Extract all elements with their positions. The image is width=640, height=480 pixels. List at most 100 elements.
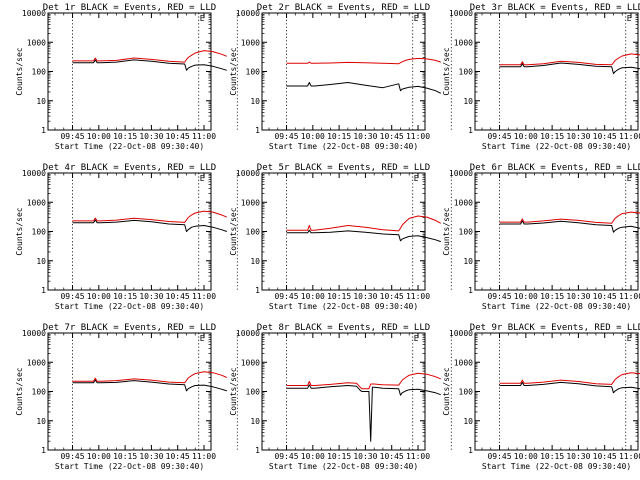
y-tick-label: 1000	[27, 38, 46, 47]
x-axis-label: Start Time (22-Oct-08 09:30:40)	[269, 302, 418, 311]
y-tick-label: 1	[41, 126, 46, 135]
y-tick-label: 1	[41, 446, 46, 455]
y-tick-label: 10000	[236, 9, 260, 18]
x-tick-label: 11:00	[619, 292, 640, 301]
x-tick-label: 10:30	[566, 132, 590, 141]
x-tick-label: 10:30	[353, 132, 377, 141]
lld-series-line	[286, 215, 442, 232]
x-axis-label: Start Time (22-Oct-08 09:30:40)	[55, 462, 204, 471]
lld-series-line	[72, 210, 227, 223]
y-tick-label: 100	[459, 228, 474, 237]
x-tick-label: 10:15	[327, 132, 351, 141]
x-tick-label: 09:45	[60, 292, 84, 301]
x-tick-label: 10:45	[593, 132, 617, 141]
panel-title: Det 1r BLACK = Events, RED = LLD	[43, 3, 216, 13]
event-marker-label: E	[414, 174, 419, 183]
y-tick-label: 100	[32, 228, 47, 237]
events-series-line	[286, 82, 442, 94]
x-axis-label: Start Time (22-Oct-08 09:30:40)	[55, 302, 204, 311]
x-tick-label: 10:30	[353, 292, 377, 301]
y-axis-label: Counts/sec	[15, 47, 24, 95]
x-tick-label: 10:45	[166, 132, 190, 141]
x-tick-label: 10:15	[540, 292, 564, 301]
x-tick-label: 10:45	[166, 452, 190, 461]
x-tick-label: 09:45	[487, 452, 511, 461]
events-series-line	[286, 384, 441, 442]
lld-series-line	[286, 372, 441, 390]
events-series-line	[499, 62, 640, 75]
x-tick-label: 10:00	[514, 132, 538, 141]
y-tick-label: 1	[468, 286, 473, 295]
x-tick-label: 10:30	[139, 132, 163, 141]
y-axis-label: Counts/sec	[15, 367, 24, 415]
x-tick-label: 10:45	[593, 292, 617, 301]
x-tick-label: 11:00	[619, 132, 640, 141]
x-tick-label: 10:30	[139, 292, 163, 301]
panel-title: Det 2r BLACK = Events, RED = LLD	[257, 3, 430, 13]
panel-title: Det 6r BLACK = Events, RED = LLD	[470, 163, 640, 173]
panel-title: Det 7r BLACK = Events, RED = LLD	[43, 323, 216, 333]
event-marker-label: E	[414, 334, 419, 343]
panel-title: Det 8r BLACK = Events, RED = LLD	[257, 323, 430, 333]
y-axis-label: Counts/sec	[442, 367, 451, 415]
x-tick-label: 09:45	[487, 292, 511, 301]
y-tick-label: 10000	[449, 169, 473, 178]
y-tick-label: 1000	[454, 198, 473, 207]
x-tick-label: 10:45	[380, 452, 404, 461]
y-tick-label: 10	[463, 417, 473, 426]
y-tick-label: 10	[36, 97, 46, 106]
x-tick-label: 10:00	[301, 452, 325, 461]
y-tick-label: 1	[41, 286, 46, 295]
events-series-line	[499, 220, 640, 233]
y-tick-label: 1000	[241, 358, 260, 367]
x-tick-label: 11:00	[619, 452, 640, 461]
x-tick-label: 09:45	[274, 292, 298, 301]
x-tick-label: 10:00	[87, 452, 111, 461]
lld-series-line	[72, 371, 227, 384]
event-marker-label: E	[414, 14, 419, 23]
x-tick-label: 10:30	[566, 452, 590, 461]
x-axis-label: Start Time (22-Oct-08 09:30:40)	[482, 462, 631, 471]
x-tick-label: 11:00	[192, 292, 216, 301]
event-marker-label: E	[627, 174, 632, 183]
x-tick-label: 09:45	[274, 452, 298, 461]
panel-title: Det 9r BLACK = Events, RED = LLD	[470, 323, 640, 333]
x-tick-label: 10:00	[514, 452, 538, 461]
y-tick-label: 100	[459, 68, 474, 77]
x-tick-label: 10:45	[380, 292, 404, 301]
y-tick-label: 10	[250, 417, 260, 426]
x-tick-label: 11:00	[406, 452, 430, 461]
y-tick-label: 1	[255, 126, 260, 135]
y-axis-label: Counts/sec	[229, 47, 238, 95]
x-tick-label: 10:00	[514, 292, 538, 301]
x-axis-label: Start Time (22-Oct-08 09:30:40)	[482, 302, 631, 311]
y-tick-label: 10	[463, 97, 473, 106]
event-marker-label: E	[200, 334, 205, 343]
y-tick-label: 1	[468, 126, 473, 135]
y-tick-label: 10000	[236, 169, 260, 178]
y-tick-label: 10000	[449, 329, 473, 338]
x-tick-label: 09:45	[487, 132, 511, 141]
x-tick-label: 10:15	[113, 132, 137, 141]
x-tick-label: 10:00	[87, 132, 111, 141]
panel-title: Det 5r BLACK = Events, RED = LLD	[257, 163, 430, 173]
y-axis-label: Counts/sec	[15, 207, 24, 255]
x-tick-label: 10:30	[566, 292, 590, 301]
x-tick-label: 09:45	[274, 132, 298, 141]
events-series-line	[286, 229, 441, 243]
x-tick-label: 10:00	[301, 292, 325, 301]
y-tick-label: 100	[32, 388, 47, 397]
x-tick-label: 10:15	[327, 452, 351, 461]
y-axis-label: Counts/sec	[229, 367, 238, 415]
lld-series-line	[499, 211, 640, 224]
y-tick-label: 1000	[454, 38, 473, 47]
y-tick-label: 100	[459, 388, 474, 397]
event-marker-label: E	[200, 174, 205, 183]
x-tick-label: 10:15	[113, 452, 137, 461]
lld-series-line	[72, 50, 227, 63]
